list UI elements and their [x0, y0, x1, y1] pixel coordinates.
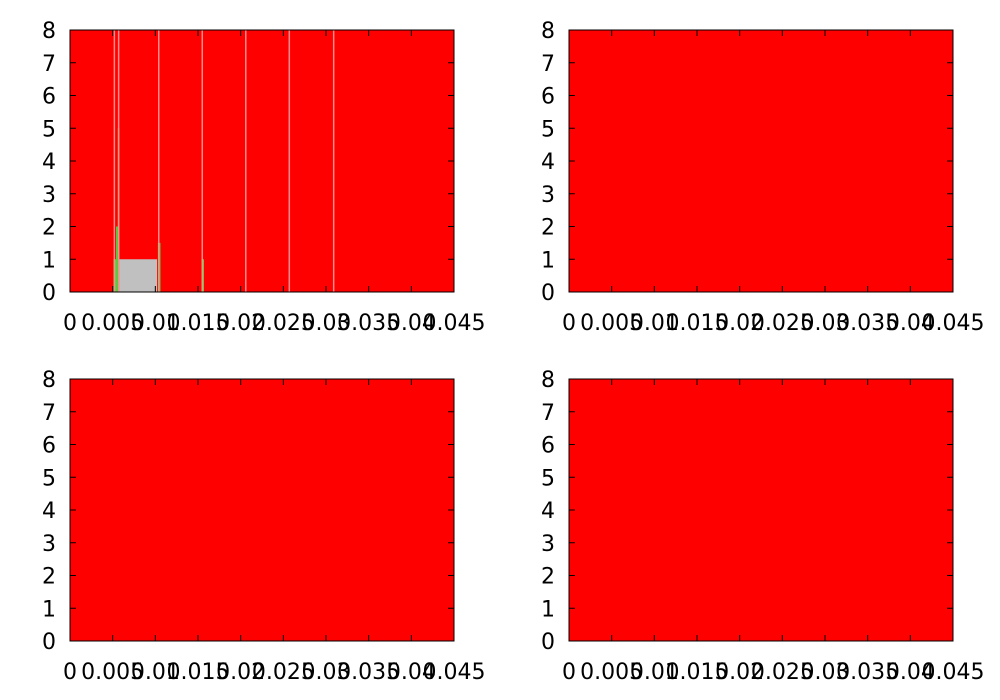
plot-area-fill [70, 30, 454, 292]
x-tick-label-8: 0.04 [387, 660, 436, 685]
y-tick-label-5: 5 [541, 117, 555, 142]
y-tick-label-4: 4 [42, 499, 56, 524]
y-tick-label-6: 6 [541, 85, 555, 110]
x-tick-label-5: 0.025 [751, 311, 814, 336]
x-tick-label-5: 0.025 [252, 660, 315, 685]
x-tick-label-4: 0.02 [216, 660, 265, 685]
x-tick-label-5: 0.025 [252, 311, 315, 336]
y-tick-label-7: 7 [541, 401, 555, 426]
x-tick-label-3: 0.015 [167, 311, 230, 336]
y-tick-label-1: 1 [541, 597, 555, 622]
y-tick-label-2: 2 [541, 216, 555, 241]
x-tick-label-9: 0.045 [423, 311, 486, 336]
y-tick-label-0: 0 [541, 281, 555, 306]
y-tick-label-6: 6 [42, 85, 56, 110]
area-region-2-4 [202, 259, 204, 292]
y-tick-label-4: 4 [541, 150, 555, 175]
x-tick-label-2: 0.01 [630, 311, 679, 336]
x-tick-label-4: 0.02 [216, 311, 265, 336]
y-tick-label-4: 4 [541, 499, 555, 524]
x-tick-label-9: 0.045 [423, 660, 486, 685]
x-tick-label-1: 0.005 [580, 311, 643, 336]
x-tick-label-6: 0.03 [801, 311, 850, 336]
y-tick-label-8: 8 [42, 368, 56, 393]
x-tick-label-6: 0.03 [302, 660, 351, 685]
y-tick-label-8: 8 [42, 19, 56, 44]
y-tick-label-8: 8 [541, 368, 555, 393]
x-tick-label-2: 0.01 [131, 311, 180, 336]
y-tick-label-5: 5 [42, 117, 56, 142]
x-tick-label-2: 0.01 [630, 660, 679, 685]
y-tick-label-0: 0 [541, 630, 555, 655]
y-tick-label-6: 6 [42, 434, 56, 459]
y-tick-label-7: 7 [42, 52, 56, 77]
x-tick-label-0: 0 [562, 660, 576, 685]
x-tick-label-2: 0.01 [131, 660, 180, 685]
x-tick-label-9: 0.045 [922, 660, 985, 685]
y-tick-label-7: 7 [42, 401, 56, 426]
x-tick-label-1: 0.005 [81, 660, 144, 685]
x-tick-label-8: 0.04 [886, 311, 935, 336]
x-tick-label-0: 0 [63, 311, 77, 336]
y-tick-label-1: 1 [42, 248, 56, 273]
x-tick-label-6: 0.03 [801, 660, 850, 685]
x-tick-label-3: 0.015 [167, 660, 230, 685]
area-region-2-1 [116, 226, 118, 292]
x-tick-label-4: 0.02 [715, 660, 764, 685]
x-tick-label-9: 0.045 [922, 311, 985, 336]
y-tick-label-7: 7 [541, 52, 555, 77]
x-tick-label-5: 0.025 [751, 660, 814, 685]
x-tick-label-0: 0 [63, 660, 77, 685]
plot-area-fill [70, 379, 454, 641]
x-tick-label-1: 0.005 [81, 311, 144, 336]
y-tick-label-5: 5 [42, 466, 56, 491]
y-tick-label-3: 3 [541, 532, 555, 557]
x-tick-label-1: 0.005 [580, 660, 643, 685]
x-tick-label-4: 0.02 [715, 311, 764, 336]
x-tick-label-3: 0.015 [666, 660, 729, 685]
x-tick-label-6: 0.03 [302, 311, 351, 336]
plot-area-fill [569, 30, 953, 292]
y-tick-label-3: 3 [42, 532, 56, 557]
x-tick-label-7: 0.035 [337, 311, 400, 336]
y-tick-label-8: 8 [541, 19, 555, 44]
y-tick-label-6: 6 [541, 434, 555, 459]
y-tick-label-0: 0 [42, 630, 56, 655]
y-tick-label-3: 3 [541, 183, 555, 208]
y-tick-label-2: 2 [42, 565, 56, 590]
y-tick-label-1: 1 [42, 597, 56, 622]
y-tick-label-0: 0 [42, 281, 56, 306]
x-tick-label-8: 0.04 [886, 660, 935, 685]
x-tick-label-8: 0.04 [387, 311, 436, 336]
x-tick-label-3: 0.015 [666, 311, 729, 336]
y-tick-label-3: 3 [42, 183, 56, 208]
x-tick-label-7: 0.035 [836, 311, 899, 336]
area-region-1-0 [119, 259, 158, 292]
y-tick-label-2: 2 [42, 216, 56, 241]
y-tick-label-1: 1 [541, 248, 555, 273]
plot-area-fill [569, 379, 953, 641]
x-tick-label-7: 0.035 [836, 660, 899, 685]
y-tick-label-5: 5 [541, 466, 555, 491]
x-tick-label-7: 0.035 [337, 660, 400, 685]
y-tick-label-4: 4 [42, 150, 56, 175]
y-tick-label-2: 2 [541, 565, 555, 590]
x-tick-label-0: 0 [562, 311, 576, 336]
